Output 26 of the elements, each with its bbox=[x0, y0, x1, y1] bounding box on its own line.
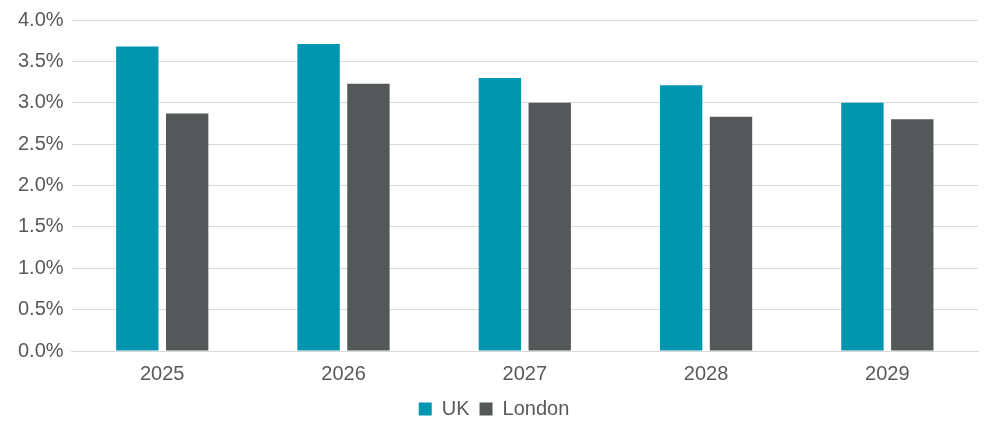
x-tick-label: 2028 bbox=[683, 361, 729, 384]
bar bbox=[841, 102, 884, 351]
x-tick-label: 2026 bbox=[321, 361, 366, 384]
bar bbox=[891, 119, 934, 351]
legend-label: UK bbox=[441, 396, 471, 419]
x-tick-label: 2029 bbox=[865, 361, 910, 384]
y-tick-label: 1.5% bbox=[17, 214, 64, 237]
y-tick-label: 2.0% bbox=[17, 173, 64, 196]
bar bbox=[347, 83, 390, 351]
y-tick-label: 4.0% bbox=[17, 7, 64, 30]
bar bbox=[478, 77, 522, 351]
bar bbox=[116, 46, 159, 351]
y-tick-label: 0.5% bbox=[17, 297, 64, 320]
x-tick-label: 2027 bbox=[502, 361, 548, 384]
bar bbox=[659, 85, 703, 351]
bar bbox=[297, 44, 340, 351]
legend-label: London bbox=[502, 396, 570, 419]
y-tick-label: 1.0% bbox=[17, 255, 64, 278]
y-tick-label: 3.0% bbox=[17, 90, 64, 113]
y-tick-label: 0.0% bbox=[17, 338, 64, 361]
bar bbox=[528, 102, 571, 351]
y-tick-label: 3.5% bbox=[17, 48, 64, 71]
x-tick-label: 2025 bbox=[139, 361, 185, 384]
y-tick-label: 2.5% bbox=[17, 131, 64, 154]
bar bbox=[165, 113, 209, 351]
bar bbox=[709, 116, 753, 351]
